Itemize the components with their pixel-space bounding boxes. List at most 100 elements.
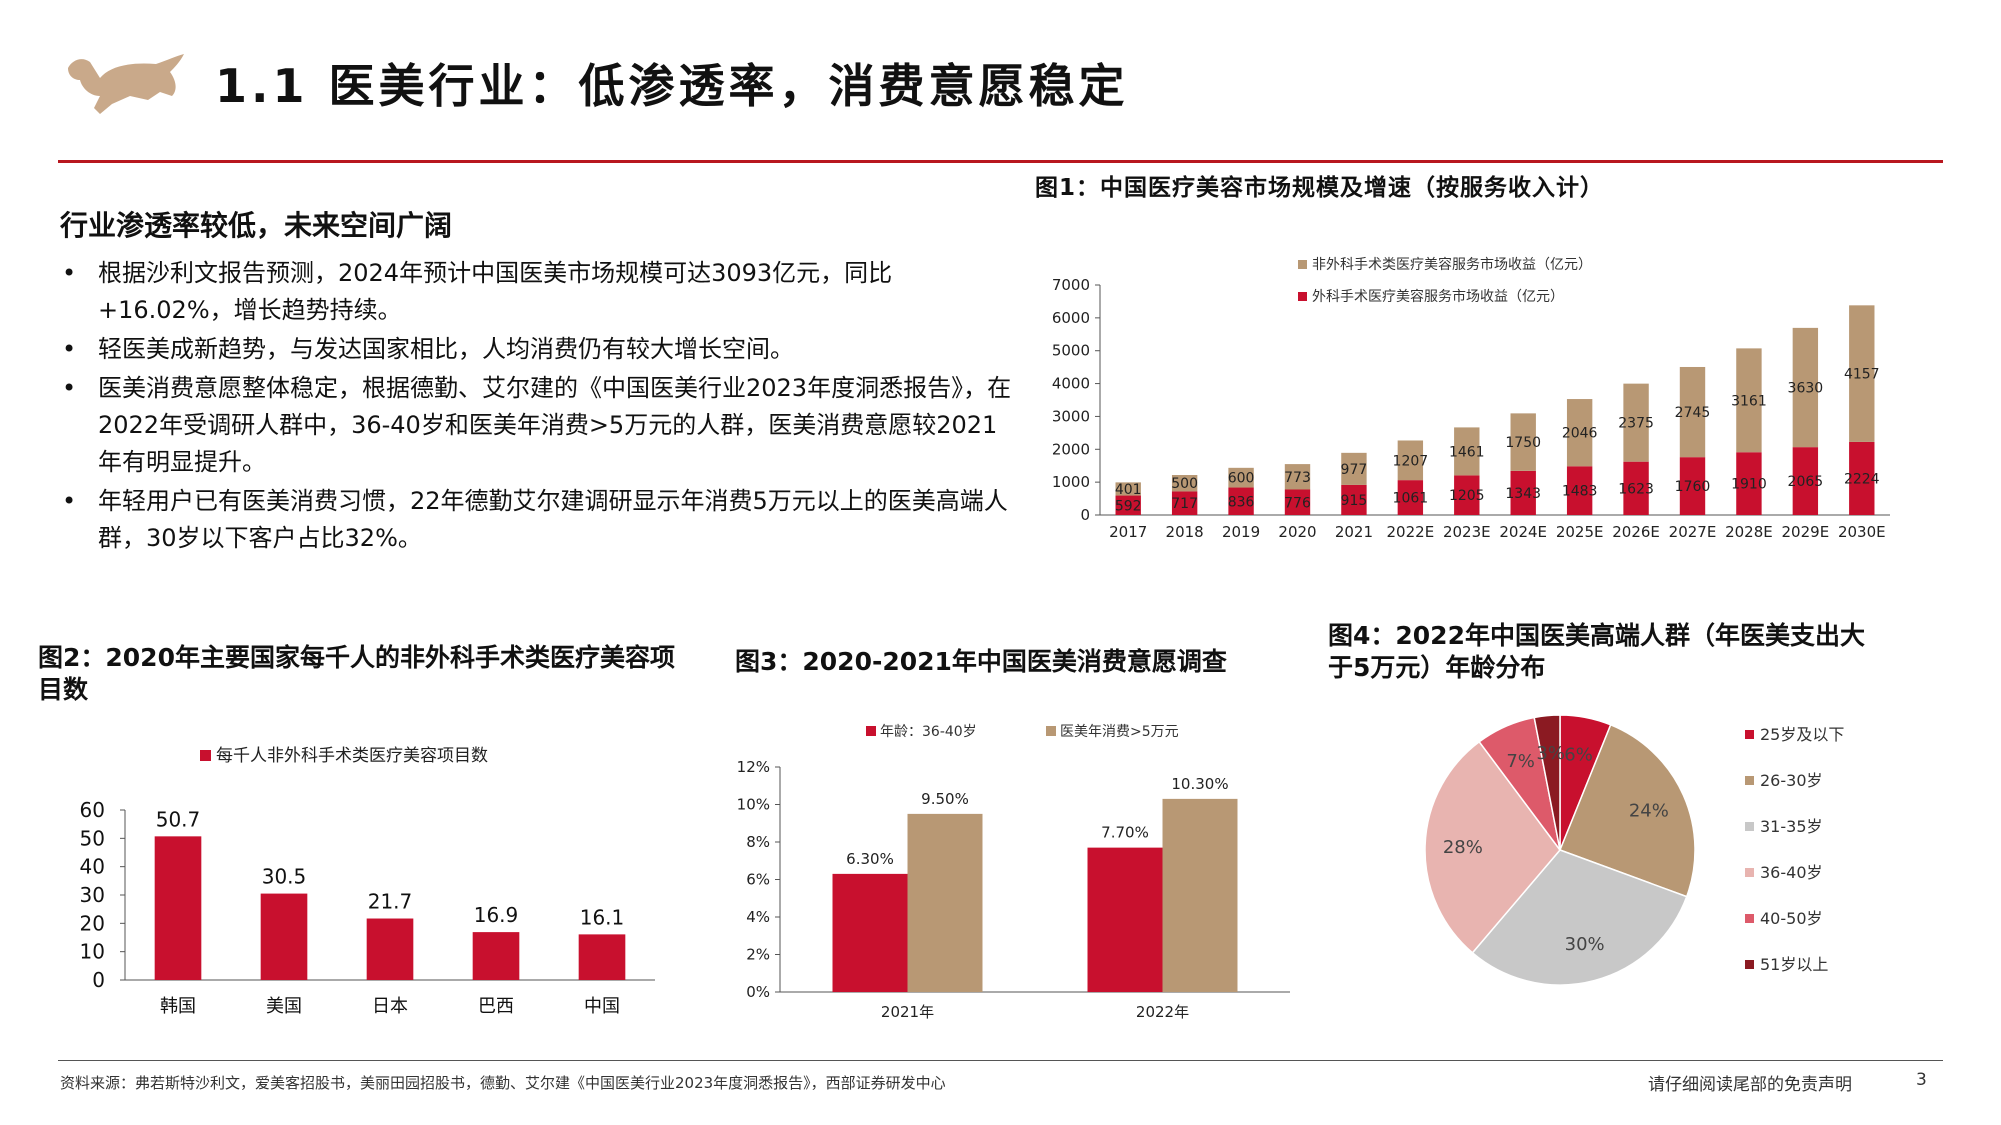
x-tick-label: 2029E [1782, 523, 1830, 541]
age-distribution-pie-chart: 6% 24% 30% 28% 7% 3% 25岁及以下 26-30岁 31-35岁 36-40岁 4… [1424, 714, 1844, 986]
y-tick-label: 50 [80, 826, 105, 850]
stacked-bar-segment [1397, 480, 1424, 515]
y-tick-label: 5000 [1052, 342, 1090, 360]
y-tick-label: 1000 [1052, 473, 1090, 491]
x-tick-label: 日本 [372, 996, 408, 1017]
bar-value-label: 9.50% [921, 790, 969, 808]
bar-value-label: 3630 [1788, 381, 1824, 397]
bar-value-label: 1207 [1393, 453, 1429, 469]
bar [907, 813, 983, 992]
legend-swatch [200, 750, 211, 761]
page-title: 1.1 医美行业：低渗透率，消费意愿稳定 [215, 59, 1129, 113]
bullet-text: 轻医美成新趋势，与发达国家相比，人均消费仍有较大增长空间。 [98, 335, 794, 363]
figure-1-title: 图1：中国医疗美容市场规模及增速（按服务收入计） [1035, 175, 1605, 201]
pie-value-label: 28% [1443, 837, 1483, 858]
x-tick-label: 2024E [1499, 523, 1547, 541]
bar [1162, 798, 1238, 992]
bar-value-label: 500 [1171, 476, 1198, 492]
legend-label: 外科手术医疗美容服务市场收益（亿元） [1312, 288, 1564, 305]
bullet-dot-icon: • [62, 335, 77, 363]
pie-slice [1424, 740, 1561, 954]
stacked-bar-segment [1623, 383, 1649, 462]
x-tick-label: 韩国 [160, 996, 196, 1017]
bar-value-label: 1061 [1393, 491, 1429, 507]
legend-label: 26-30岁 [1760, 771, 1823, 790]
pie-value-label: 24% [1629, 801, 1669, 822]
bar-value-label: 2224 [1844, 471, 1880, 487]
bar-value-label: 977 [1341, 462, 1368, 478]
stacked-bar-segment [1623, 461, 1649, 515]
bar-value-label: 717 [1171, 496, 1198, 512]
footer-divider [58, 1060, 1943, 1061]
y-tick-label: 0 [92, 968, 105, 992]
legend-swatch [1745, 822, 1754, 831]
bullet-dot-icon: • [62, 259, 77, 287]
bar-value-label: 30.5 [262, 865, 307, 889]
bar-value-label: 2745 [1675, 405, 1711, 421]
bar-value-label: 776 [1284, 495, 1311, 511]
stacked-bar-segment [1792, 447, 1819, 515]
bar-value-label: 4157 [1844, 367, 1880, 383]
legend-swatch [1298, 292, 1307, 301]
stacked-bar-segment [1284, 489, 1311, 515]
bar [366, 918, 414, 980]
y-tick-label: 10 [80, 940, 105, 964]
y-tick-label: 40 [80, 855, 105, 879]
bullet-dot-icon: • [62, 487, 77, 515]
x-tick-label: 2017 [1109, 523, 1147, 541]
pie-value-label: 3% [1536, 743, 1565, 764]
y-tick-label: 4000 [1052, 375, 1090, 393]
bar-value-label: 50.7 [156, 807, 201, 831]
bar [154, 836, 202, 980]
legend-swatch [866, 726, 876, 736]
x-tick-label: 2022E [1387, 523, 1435, 541]
pie-value-label: 7% [1506, 751, 1535, 772]
x-tick-label: 2019 [1222, 523, 1260, 541]
intro-heading: 行业渗透率较低，未来空间广阔 [60, 209, 453, 242]
stacked-bar-segment [1736, 348, 1762, 453]
y-tick-label: 4% [746, 908, 770, 926]
legend-swatch [1046, 726, 1056, 736]
stacked-bar-segment [1736, 452, 1762, 515]
bar-value-label: 1461 [1449, 444, 1485, 460]
stacked-bar-segment [1566, 399, 1593, 467]
x-tick-label: 2021年 [881, 1003, 934, 1021]
bullet-item: • 年轻用户已有医美消费习惯，22年德勤艾尔建调研显示年消费5万元以上的医美高端人… [58, 483, 1013, 557]
bullet-text: 年轻用户已有医美消费习惯，22年德勤艾尔建调研显示年消费5万元以上的医美高端人群… [98, 487, 1008, 552]
x-tick-label: 2030E [1838, 523, 1886, 541]
bar-value-label: 6.30% [846, 850, 894, 868]
bar [832, 873, 908, 992]
bar-value-label: 10.30% [1171, 775, 1228, 793]
legend-label: 31-35岁 [1760, 817, 1823, 836]
y-tick-label: 6000 [1052, 309, 1090, 327]
pie-slice [1533, 714, 1561, 851]
bar-value-label: 915 [1341, 493, 1368, 509]
bar-value-label: 836 [1228, 494, 1255, 510]
legend-swatch [1298, 260, 1307, 269]
header-divider [58, 160, 1943, 163]
stacked-bar-segment [1228, 467, 1254, 488]
x-tick-label: 2027E [1669, 523, 1717, 541]
procedures-per-thousand-bar-chart: 0 10 20 30 40 50 60 50.7 韩国 30.5 美国 21.7 日本 16.9 巴西 16.… [80, 746, 655, 1017]
source-note: 资料来源：弗若斯特沙利文，爱美客招股书，美丽田园招股书，德勤、艾尔建《中国医美行… [60, 1074, 946, 1092]
pie-value-label: 30% [1565, 934, 1605, 955]
bar-value-label: 2375 [1618, 416, 1654, 432]
stacked-bar-segment [1171, 491, 1198, 515]
x-tick-label: 2025E [1556, 523, 1604, 541]
bar-value-label: 2046 [1562, 426, 1598, 442]
stacked-bar-segment [1284, 464, 1311, 490]
stacked-bar-segment [1171, 475, 1198, 492]
bar-value-label: 1760 [1675, 479, 1711, 495]
legend-swatch [1745, 730, 1754, 739]
page-number: 3 [1916, 1070, 1927, 1090]
legend-label: 36-40岁 [1760, 863, 1823, 882]
bullet-dot-icon: • [62, 374, 77, 402]
stacked-bar-segment [1115, 495, 1141, 515]
x-tick-label: 2022年 [1136, 1003, 1189, 1021]
bar-value-label: 16.1 [580, 905, 625, 929]
bar-value-label: 7.70% [1101, 824, 1149, 842]
bar-value-label: 1343 [1505, 486, 1541, 502]
x-tick-label: 巴西 [478, 996, 514, 1017]
x-tick-label: 2023E [1443, 523, 1491, 541]
y-tick-label: 0% [746, 983, 770, 1001]
